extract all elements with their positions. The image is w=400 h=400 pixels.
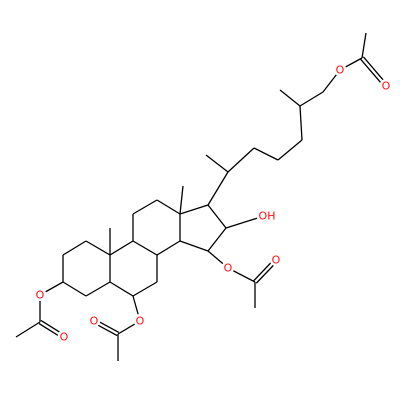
bond: [227, 267, 256, 283]
bond: [39, 281, 64, 296]
bond: [207, 227, 227, 252]
atom-label: O: [90, 315, 99, 328]
bond: [62, 240, 87, 256]
bond: [279, 89, 301, 107]
atom-label: O: [336, 64, 345, 77]
atom-label: O: [272, 254, 281, 267]
atom-label: O: [224, 262, 233, 275]
bond: [132, 281, 158, 297]
bond: [179, 185, 184, 215]
bond: [207, 204, 227, 229]
bond: [253, 147, 279, 161]
double-bond: [253, 258, 276, 282]
bond: [361, 32, 367, 59]
bond: [277, 139, 303, 161]
bond: [205, 154, 229, 173]
double-bond: [94, 318, 120, 333]
bond: [85, 281, 111, 297]
bond: [225, 215, 265, 229]
bond: [339, 57, 363, 71]
double-bond: [360, 58, 386, 88]
bond: [322, 69, 341, 93]
bond: [109, 281, 134, 297]
atom-label: OH: [259, 210, 276, 223]
bond: [85, 240, 111, 256]
bond: [227, 147, 255, 173]
bond: [15, 321, 41, 338]
atom-label: O: [36, 289, 45, 302]
atom-label: O: [60, 331, 69, 344]
bond: [299, 91, 324, 107]
double-bond: [255, 260, 278, 284]
atom-label: O: [382, 80, 391, 93]
double-bond: [92, 322, 118, 337]
atom-label: O: [136, 315, 145, 328]
double-bond: [38, 322, 64, 340]
bond: [156, 199, 181, 215]
bond: [207, 171, 229, 206]
bond: [156, 240, 181, 256]
bond: [132, 240, 158, 256]
bond: [117, 320, 141, 335]
bond: [132, 295, 141, 322]
double-bond: [362, 56, 388, 86]
bond: [62, 281, 87, 297]
bond: [179, 240, 209, 252]
bond: [109, 240, 134, 256]
bond: [179, 204, 209, 215]
bond: [299, 105, 303, 141]
bond: [132, 199, 158, 215]
double-bond: [40, 319, 66, 337]
bond: [207, 250, 229, 269]
